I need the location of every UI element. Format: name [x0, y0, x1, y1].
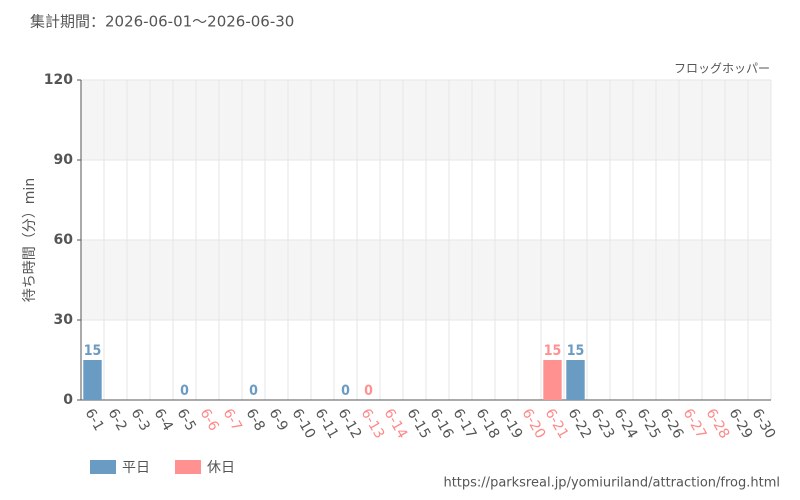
- x-tick-label: 6-4: [151, 406, 176, 434]
- x-tick-label: 6-18: [473, 406, 503, 442]
- x-tick-label: 6-17: [450, 406, 480, 442]
- x-tick-label: 6-12: [335, 406, 365, 442]
- y-tick-label: 0: [63, 392, 73, 408]
- bar: [83, 360, 102, 400]
- y-axis-label: 待ち時間（分）min: [22, 178, 38, 302]
- bar: [543, 360, 562, 400]
- y-tick-label: 60: [54, 232, 74, 248]
- x-tick-label: 6-7: [220, 406, 245, 434]
- x-tick-label: 6-28: [703, 406, 733, 442]
- x-tick-label: 6-21: [542, 406, 572, 442]
- source-url: https://parksreal.jp/yomiuriland/attract…: [443, 476, 780, 491]
- x-tick-label: 6-2: [105, 406, 130, 434]
- x-tick-label: 6-5: [174, 406, 199, 434]
- x-tick-label: 6-25: [634, 406, 664, 442]
- legend-swatch: [90, 460, 116, 474]
- chart-subtitle: フロッグホッパー: [674, 62, 770, 76]
- y-tick-label: 120: [44, 72, 73, 88]
- x-tick-label: 6-29: [726, 406, 756, 442]
- x-tick-label: 6-1: [82, 406, 107, 434]
- x-tick-label: 6-19: [496, 406, 526, 442]
- legend-swatch: [175, 460, 201, 474]
- value-label: 0: [364, 383, 373, 399]
- x-tick-label: 6-16: [427, 406, 457, 442]
- legend-label: 休日: [207, 460, 235, 476]
- x-tick-label: 6-14: [381, 406, 411, 442]
- value-label: 15: [567, 343, 585, 359]
- x-tick-label: 6-9: [266, 406, 291, 434]
- x-tick-label: 6-22: [565, 406, 595, 442]
- value-label: 15: [544, 343, 562, 359]
- y-tick-label: 90: [54, 152, 74, 168]
- x-tick-label: 6-8: [243, 406, 268, 434]
- x-tick-label: 6-30: [749, 406, 779, 442]
- x-tick-label: 6-15: [404, 406, 434, 442]
- x-tick-label: 6-23: [588, 406, 618, 442]
- value-label: 0: [341, 383, 350, 399]
- x-tick-label: 6-26: [657, 406, 687, 442]
- legend-label: 平日: [122, 460, 150, 476]
- value-label: 15: [84, 343, 102, 359]
- y-tick-label: 30: [54, 312, 74, 328]
- x-tick-label: 6-10: [289, 406, 319, 442]
- x-tick-label: 6-24: [611, 406, 641, 442]
- value-label: 0: [249, 383, 258, 399]
- chart-title: 集計期間：2026-06-01～2026-06-30: [30, 13, 294, 31]
- value-label: 0: [180, 383, 189, 399]
- x-tick-label: 6-11: [312, 406, 342, 442]
- x-tick-label: 6-27: [680, 406, 710, 442]
- x-tick-label: 6-13: [358, 406, 388, 442]
- x-tick-label: 6-20: [519, 406, 549, 442]
- bar: [566, 360, 585, 400]
- x-tick-label: 6-3: [128, 406, 153, 434]
- x-tick-label: 6-6: [197, 406, 222, 434]
